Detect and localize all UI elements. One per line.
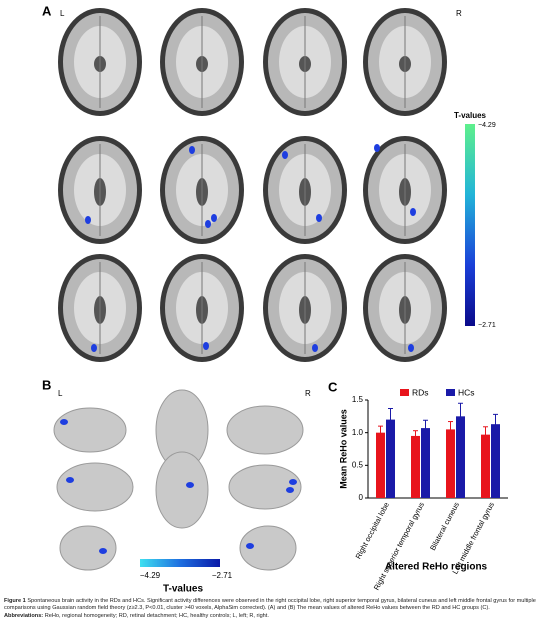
brain-surfaces (53, 389, 304, 571)
bar (386, 419, 395, 498)
cortex-surface (59, 525, 117, 571)
cortex-surface (228, 464, 302, 510)
bar (376, 432, 385, 498)
panel-label: C (328, 379, 338, 394)
panel-label: B (42, 377, 51, 392)
bar (481, 434, 490, 498)
activation (312, 344, 318, 352)
side-label: L (60, 9, 65, 18)
colorbar-title: T-values (454, 111, 487, 120)
activation (374, 144, 380, 152)
caption: Figure 1 Spontaneous brain activity in t… (4, 598, 538, 620)
colorbar-label: −2.71 (212, 571, 233, 580)
activation (205, 220, 211, 228)
x-tick-label: Bilateral cuneus (428, 500, 461, 552)
brain-slices (58, 8, 447, 362)
side-label: R (456, 9, 462, 18)
colorbar-title: T-values (163, 584, 203, 595)
activation (282, 151, 288, 159)
activation (211, 214, 217, 222)
activation (189, 146, 195, 154)
abbreviations-text: ReHo, regional homogeneity; RD, retinal … (44, 612, 269, 619)
bar (421, 428, 430, 498)
caption-text: Spontaneous brain activity in the RDs an… (4, 598, 536, 612)
cortex-surface (56, 462, 134, 512)
cortex-surface (226, 405, 304, 455)
side-label: R (305, 389, 311, 398)
y-tick-label: 1.0 (352, 428, 364, 437)
caption-label: Figure 1 (4, 598, 26, 604)
x-axis-label: Altered ReHo regions (385, 562, 488, 573)
y-tick-label: 0.5 (352, 460, 364, 469)
activation (186, 482, 194, 488)
colorbar-label: −4.29 (140, 571, 161, 580)
y-axis-label: Mean ReHo values (338, 409, 348, 489)
legend-swatch (446, 389, 455, 396)
cortex-surface (155, 451, 209, 529)
side-label: L (58, 389, 63, 398)
legend-label: HCs (458, 387, 475, 397)
activation (85, 216, 91, 224)
activation (246, 543, 254, 549)
activation (66, 477, 74, 483)
activation (289, 479, 297, 485)
activation (408, 344, 414, 352)
activation (316, 214, 322, 222)
y-tick-label: 0 (359, 493, 364, 502)
activation (91, 344, 97, 352)
bar (491, 424, 500, 498)
y-tick-label: 1.5 (352, 395, 364, 404)
x-tick-label: Right occipital lobe (354, 501, 392, 561)
legend-swatch (400, 389, 409, 396)
bar-chart: 0 0.5 1.0 1.5 Mean ReHo values Altered ReHo r… (338, 387, 508, 592)
bar (446, 429, 455, 498)
panel-label: A (42, 3, 52, 18)
activation (286, 487, 294, 493)
colorbar (465, 124, 475, 326)
abbreviations-label: Abbreviations: (4, 612, 44, 619)
legend-label: RDs (412, 387, 429, 397)
bar (411, 435, 420, 498)
activation (60, 419, 68, 425)
colorbar-label: −4.29 (478, 122, 496, 129)
cortex-surface (239, 525, 297, 571)
activation (410, 208, 416, 216)
figure-graphics: A L R T-values −4.29 −2.71 B L R −4.29 −… (42, 3, 508, 595)
activation (99, 548, 107, 554)
colorbar (140, 559, 220, 567)
cortex-surface (53, 407, 127, 453)
activation (203, 342, 209, 350)
bar (456, 416, 465, 498)
colorbar-label: −2.71 (478, 322, 496, 329)
